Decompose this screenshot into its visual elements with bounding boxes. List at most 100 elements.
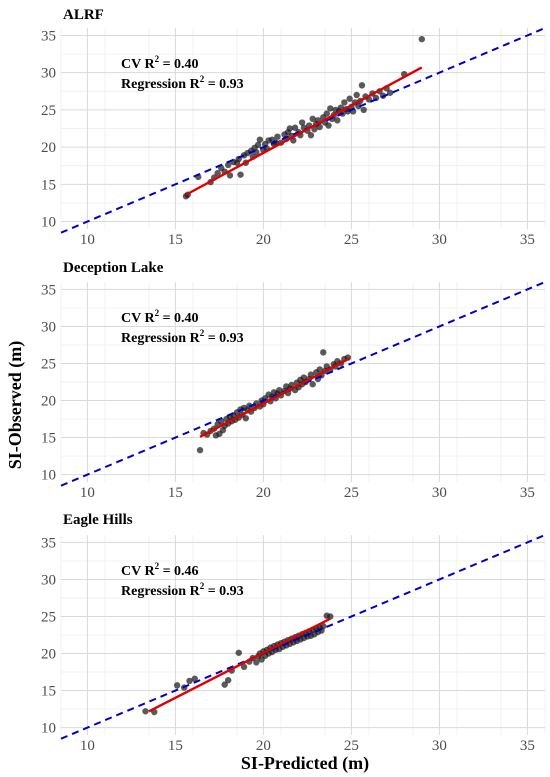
data-point <box>274 133 281 140</box>
x-tick-label: 20 <box>256 738 271 754</box>
data-point <box>346 95 353 102</box>
x-axis-title: SI-Predicted (m) <box>241 753 369 774</box>
x-tick-label: 25 <box>344 485 359 501</box>
y-tick-label: 15 <box>41 684 56 700</box>
y-tick-label: 25 <box>41 103 56 119</box>
x-tick-label: 25 <box>344 738 359 754</box>
data-point <box>327 613 334 620</box>
data-point <box>311 126 318 133</box>
data-point <box>309 115 316 123</box>
data-point <box>320 349 327 356</box>
data-point <box>186 677 193 685</box>
data-point <box>353 91 360 99</box>
panel-title: Eagle Hills <box>63 512 133 528</box>
y-tick-label: 10 <box>41 215 56 231</box>
regression-r2-annotation: Regression R2 = 0.93 <box>121 581 244 599</box>
data-point <box>325 122 332 129</box>
data-point <box>418 35 425 43</box>
panel-3: 10 15 20 25 30 35 10 15 20 25 30 35 Eagle Hills CV R2… <box>41 512 546 754</box>
data-point <box>316 366 323 373</box>
y-tick-label: 35 <box>41 282 56 298</box>
data-point <box>307 371 315 378</box>
data-point <box>225 161 232 169</box>
regression-line <box>148 617 331 713</box>
cv-r2-annotation: CV R2 = 0.46 <box>121 561 199 579</box>
data-point <box>360 106 367 114</box>
y-tick-label: 30 <box>41 572 56 588</box>
regression-line <box>199 357 351 438</box>
x-tick-label: 15 <box>168 485 183 501</box>
one-to-one-line <box>60 534 546 740</box>
x-tick-label: 30 <box>432 738 447 754</box>
y-tick-label: 30 <box>41 319 56 335</box>
y-tick-label: 35 <box>41 28 56 44</box>
data-point <box>191 675 198 682</box>
data-point <box>256 136 264 143</box>
y-tick-label: 15 <box>41 431 56 447</box>
x-tick-label: 10 <box>80 485 95 501</box>
regression-r2-annotation: Regression R2 = 0.93 <box>121 328 244 346</box>
y-tick-label: 25 <box>41 609 56 625</box>
data-point <box>309 381 316 388</box>
data-point <box>288 381 295 389</box>
data-point <box>291 124 299 131</box>
data-point <box>334 117 341 124</box>
regression-line <box>185 66 423 196</box>
y-tick-label: 10 <box>41 468 56 484</box>
x-tick-label: 10 <box>80 738 95 754</box>
data-point <box>341 99 348 106</box>
data-point <box>253 659 260 666</box>
data-point <box>225 676 232 684</box>
cv-r2-annotation: CV R2 = 0.40 <box>121 54 199 72</box>
y-tick-label: 20 <box>41 394 56 410</box>
data-point <box>173 682 181 689</box>
y-tick-label: 10 <box>41 721 56 737</box>
one-to-one-line <box>60 27 546 234</box>
x-tick-label: 35 <box>520 232 535 248</box>
y-tick-label: 30 <box>41 66 56 82</box>
data-point <box>320 622 327 630</box>
cv-r2-annotation: CV R2 = 0.40 <box>121 308 199 326</box>
panel-2: 10 15 20 25 30 35 10 15 20 25 30 35 Deception Lake CV… <box>41 260 546 501</box>
y-tick-label: 20 <box>41 140 56 156</box>
y-tick-label: 35 <box>41 535 56 551</box>
data-point <box>142 708 149 715</box>
x-tick-label: 15 <box>168 738 183 754</box>
data-point <box>355 102 362 110</box>
y-axis-title: SI-Observed (m) <box>5 341 26 470</box>
x-tick-label: 35 <box>520 485 535 501</box>
data-point <box>226 172 234 179</box>
data-point <box>242 415 249 422</box>
data-point <box>358 82 366 89</box>
y-tick-label: 15 <box>41 177 56 193</box>
data-point <box>235 649 242 656</box>
data-point <box>237 171 244 178</box>
data-point <box>316 123 323 131</box>
x-tick-label: 35 <box>520 738 535 754</box>
x-tick-label: 30 <box>432 485 447 501</box>
y-tick-label: 25 <box>41 356 56 372</box>
one-to-one-line <box>60 281 546 487</box>
x-tick-label: 15 <box>168 232 183 248</box>
data-point <box>323 110 330 117</box>
data-point <box>298 119 306 126</box>
regression-r2-annotation: Regression R2 = 0.93 <box>121 74 244 92</box>
x-tick-label: 20 <box>256 232 271 248</box>
data-point <box>254 141 262 149</box>
data-point <box>307 132 315 139</box>
data-point <box>327 105 334 112</box>
x-tick-label: 20 <box>256 485 271 501</box>
data-point <box>276 386 283 394</box>
data-point <box>286 125 293 132</box>
data-point <box>221 681 228 688</box>
x-tick-label: 10 <box>80 232 95 248</box>
data-point <box>240 663 248 671</box>
panel-title: Deception Lake <box>63 260 164 276</box>
data-point <box>214 169 221 177</box>
data-point <box>386 89 394 96</box>
data-point <box>196 446 204 454</box>
y-tick-label: 20 <box>41 647 56 663</box>
x-tick-label: 25 <box>344 232 359 248</box>
panel-title: ALRF <box>63 7 104 23</box>
